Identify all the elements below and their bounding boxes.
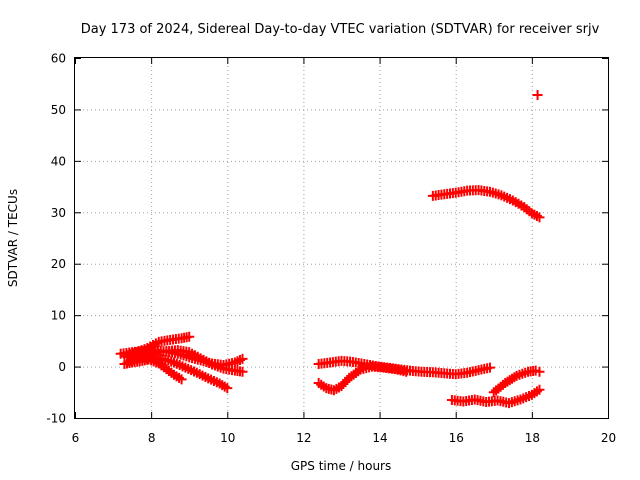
y-tick-label: 60	[51, 52, 66, 66]
x-axis-ticks: 6 8 10 12 14 16 18 20	[72, 58, 616, 445]
y-tick-label: 30	[51, 206, 66, 220]
data-point	[532, 90, 543, 101]
series-arc-11	[427, 185, 545, 223]
series-arc-10	[488, 365, 545, 398]
chart-title: Day 173 of 2024, Sidereal Day-to-day VTE…	[81, 22, 600, 37]
y-tick-label: 50	[51, 103, 66, 117]
data-point	[484, 362, 495, 373]
y-tick-label: 10	[51, 309, 66, 323]
data-points	[115, 90, 545, 409]
y-tick-label: 0	[58, 360, 66, 374]
data-point	[176, 374, 187, 385]
series-arc-4	[127, 345, 248, 377]
y-tick-label: -10	[46, 412, 66, 426]
y-axis-label: SDTVAR / TECUs	[6, 189, 20, 287]
x-tick-label: 12	[296, 431, 311, 445]
data-point	[534, 366, 545, 377]
x-tick-label: 14	[372, 431, 387, 445]
x-tick-label: 10	[220, 431, 235, 445]
x-axis-label: GPS time / hours	[291, 459, 392, 473]
data-point	[534, 384, 545, 395]
y-axis-ticks: -10 0 10 20 30 40 50 60	[46, 52, 608, 426]
y-tick-label: 20	[51, 257, 66, 271]
series-arc-6	[119, 354, 153, 369]
data-point	[184, 331, 195, 342]
x-tick-label: 6	[72, 431, 80, 445]
data-point	[401, 366, 412, 377]
plot-frame	[74, 57, 609, 419]
y-tick-label: 40	[51, 154, 66, 168]
data-point	[237, 353, 248, 364]
data-point	[142, 354, 153, 365]
data-point	[509, 372, 520, 383]
series-outlier	[532, 90, 543, 101]
data-point	[534, 212, 545, 223]
series-arc-9	[446, 384, 545, 409]
series-arc-8	[313, 361, 412, 396]
x-tick-label: 20	[601, 431, 616, 445]
data-point	[222, 383, 233, 394]
x-tick-label: 18	[525, 431, 540, 445]
data-point	[237, 366, 248, 377]
x-tick-label: 8	[148, 431, 156, 445]
x-tick-label: 16	[449, 431, 464, 445]
data-point	[353, 366, 364, 377]
